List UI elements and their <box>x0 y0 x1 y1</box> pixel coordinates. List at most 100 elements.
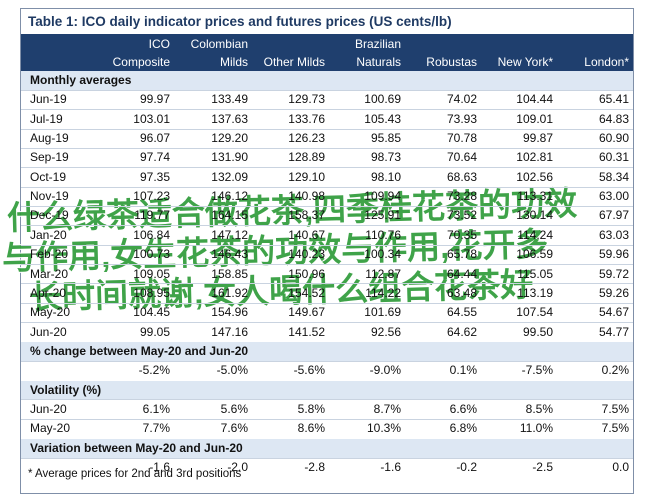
row-divider <box>21 283 633 285</box>
cell: 64.62 <box>446 324 477 339</box>
cell: 8.5% <box>525 401 553 416</box>
table-title: Table 1: ICO daily indicator prices and … <box>28 14 452 29</box>
row-label: Jun-20 <box>30 324 67 339</box>
cell: 67.97 <box>598 208 629 223</box>
row-divider <box>21 109 633 111</box>
cell: -5.0% <box>216 363 248 378</box>
cell: 11.0% <box>519 421 553 436</box>
cell: -9.0% <box>369 363 401 378</box>
row-divider <box>21 399 633 401</box>
cell: 125.91 <box>364 208 401 223</box>
cell: 70.78 <box>446 131 477 146</box>
row-label: Jul-19 <box>30 111 63 126</box>
cell: 63.48 <box>446 285 477 300</box>
row-divider <box>21 457 633 459</box>
cell: 98.10 <box>370 169 401 184</box>
cell: 147.12 <box>211 227 248 242</box>
cell: 126.23 <box>288 131 325 146</box>
column-header: Naturals <box>356 55 401 69</box>
cell: 112.87 <box>365 266 401 281</box>
cell: 107.23 <box>133 189 170 204</box>
cell: 10.3% <box>366 421 401 436</box>
cell: -5.2% <box>138 363 170 378</box>
cell: 114.24 <box>517 227 553 242</box>
cell: 131.90 <box>211 150 248 165</box>
row-divider <box>21 264 633 265</box>
cell: 64.44 <box>446 266 477 281</box>
cell: 102.81 <box>516 150 553 165</box>
cell: 100.69 <box>364 92 401 107</box>
cell: 104.44 <box>516 92 553 107</box>
row-divider <box>21 147 633 149</box>
cell: 8.6% <box>297 421 325 436</box>
column-header: Other Milds <box>263 55 325 69</box>
cell: 6.1% <box>142 401 170 416</box>
cell: 114.22 <box>365 285 401 300</box>
table-header: ICO Composite Colombian Milds Other Milds Bra… <box>21 34 633 72</box>
cell: 0.0 <box>612 460 629 474</box>
cell: 7.7% <box>142 421 170 436</box>
row-label: Jun-19 <box>30 92 67 107</box>
cell: 140.67 <box>288 227 325 242</box>
cell: 97.35 <box>139 169 170 184</box>
cell: 7.6% <box>220 421 248 436</box>
cell: -2.0 <box>227 460 248 474</box>
cell: -1.6 <box>380 460 401 474</box>
column-header: Composite <box>112 55 170 69</box>
column-header: Brazilian <box>354 37 401 51</box>
cell: -2.5 <box>532 460 553 474</box>
section-label: % change between May-20 and Jun-20 <box>30 343 249 358</box>
row-divider <box>21 186 633 188</box>
cell: 99.50 <box>522 324 553 339</box>
cell: 59.72 <box>598 266 629 281</box>
section-row <box>21 341 633 361</box>
cell: 107.54 <box>516 305 553 320</box>
section-label: Variation between May-20 and Jun-20 <box>30 440 243 455</box>
cell: 132.09 <box>211 169 248 184</box>
cell: 99.05 <box>139 324 170 339</box>
row-label: Sep-19 <box>30 150 69 165</box>
cell: 158.85 <box>211 266 248 281</box>
cell: 7.5% <box>601 421 629 436</box>
cell: 97.74 <box>139 150 170 165</box>
cell: 73.28 <box>446 189 477 204</box>
cell: 164.15 <box>211 208 248 223</box>
cell: 101.69 <box>364 305 401 320</box>
cell: 54.67 <box>598 305 629 320</box>
row-divider <box>21 322 633 324</box>
row-label: Jun-20 <box>30 401 67 416</box>
row-label: Aug-19 <box>30 131 69 146</box>
cell: 73.52 <box>446 208 477 223</box>
row-label: May-20 <box>30 421 71 436</box>
cell: -1.6 <box>149 460 170 474</box>
cell: 129.20 <box>211 131 248 146</box>
cell: 64.55 <box>446 305 477 320</box>
cell: 5.6% <box>220 401 248 416</box>
column-header: Robustas <box>426 55 477 69</box>
cell: 140.23 <box>288 247 325 262</box>
cell: 99.97 <box>139 92 170 107</box>
cell: 74.02 <box>446 92 477 107</box>
cell: 146.12 <box>211 189 248 204</box>
row-label: Oct-19 <box>30 169 67 184</box>
column-header: London* <box>584 55 629 69</box>
cell: 54.77 <box>598 324 629 339</box>
row-label: Mar-20 <box>30 266 69 281</box>
cell: 133.49 <box>211 92 248 107</box>
cell: 147.16 <box>211 324 248 339</box>
cell: 0.1% <box>449 363 477 378</box>
cell: 98.73 <box>370 150 401 165</box>
row-label: Dec-19 <box>30 208 69 223</box>
section-label: Monthly averages <box>30 73 132 87</box>
cell: 106.84 <box>133 227 170 242</box>
section-label: Volatility (%) <box>30 382 102 397</box>
row-label: May-20 <box>30 305 71 320</box>
cell: 108.95 <box>133 285 170 300</box>
cell: 133.76 <box>288 111 325 126</box>
cell: -5.6% <box>293 363 325 378</box>
cell: 140.98 <box>288 189 325 204</box>
cell: 5.8% <box>297 401 325 416</box>
cell: -7.5% <box>521 363 553 378</box>
cell: 96.07 <box>139 131 170 146</box>
cell: 6.6% <box>449 401 477 416</box>
